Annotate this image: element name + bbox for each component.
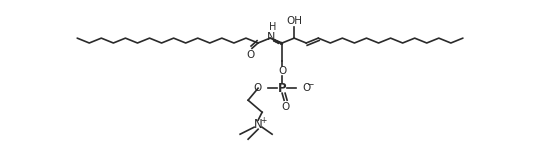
Text: N: N	[254, 118, 262, 131]
Text: N: N	[267, 32, 275, 42]
Text: H: H	[269, 22, 277, 32]
Text: +: +	[260, 116, 266, 125]
Text: P: P	[278, 82, 286, 95]
Text: OH: OH	[286, 16, 302, 26]
Text: O: O	[254, 83, 262, 93]
Text: O: O	[247, 50, 255, 60]
Text: O: O	[278, 66, 286, 76]
Text: −: −	[306, 80, 314, 89]
Text: O: O	[281, 102, 289, 112]
Text: O: O	[302, 83, 310, 93]
